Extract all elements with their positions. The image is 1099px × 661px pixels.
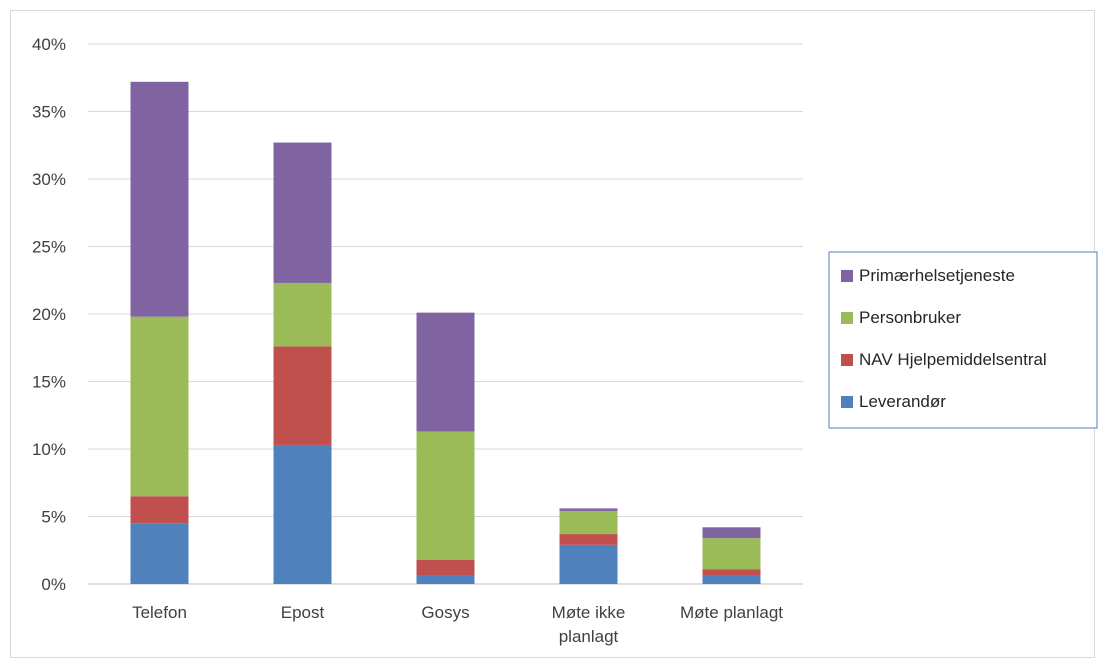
x-tick-label: Epost [281, 603, 325, 622]
bar-segment [416, 312, 475, 432]
bar-segment [702, 538, 761, 570]
bar-segment [273, 444, 332, 584]
y-tick-label: 15% [32, 373, 66, 392]
bar-segment [273, 346, 332, 445]
legend-label: Leverandør [859, 392, 946, 411]
x-tick-label: planlagt [559, 627, 619, 646]
bar-segment [559, 544, 618, 584]
bar-segment [416, 559, 475, 576]
x-tick-label: Møte planlagt [680, 603, 783, 622]
y-tick-label: 25% [32, 238, 66, 257]
legend-swatch [841, 270, 853, 282]
bar-segment [702, 575, 761, 584]
legend-label: Personbruker [859, 308, 961, 327]
y-tick-label: 20% [32, 305, 66, 324]
bar-segment [416, 575, 475, 584]
bar-segment [130, 81, 189, 317]
x-tick-label: Telefon [132, 603, 187, 622]
y-tick-label: 5% [41, 508, 66, 527]
legend-swatch [841, 354, 853, 366]
bar-segment [559, 508, 618, 512]
bar-segment [273, 282, 332, 347]
bar-segment [416, 431, 475, 560]
bar-segment [273, 142, 332, 283]
bar-segment [702, 527, 761, 539]
y-tick-label: 35% [32, 103, 66, 122]
bar-segment [559, 534, 618, 545]
bar-segment [702, 569, 761, 576]
bar-segment [130, 523, 189, 584]
x-tick-label: Gosys [421, 603, 469, 622]
legend-label: NAV Hjelpemiddelsentral [859, 350, 1047, 369]
legend-swatch [841, 396, 853, 408]
legend-swatch [841, 312, 853, 324]
y-tick-label: 10% [32, 440, 66, 459]
bar-segment [559, 511, 618, 535]
legend-label: Primærhelsetjeneste [859, 266, 1015, 285]
y-tick-label: 0% [41, 575, 66, 594]
bar-segment [130, 316, 189, 497]
y-tick-label: 30% [32, 170, 66, 189]
legend-box [828, 251, 1098, 429]
y-tick-label: 40% [32, 35, 66, 54]
bar-segment [130, 496, 189, 524]
x-tick-label: Møte ikke [552, 603, 626, 622]
